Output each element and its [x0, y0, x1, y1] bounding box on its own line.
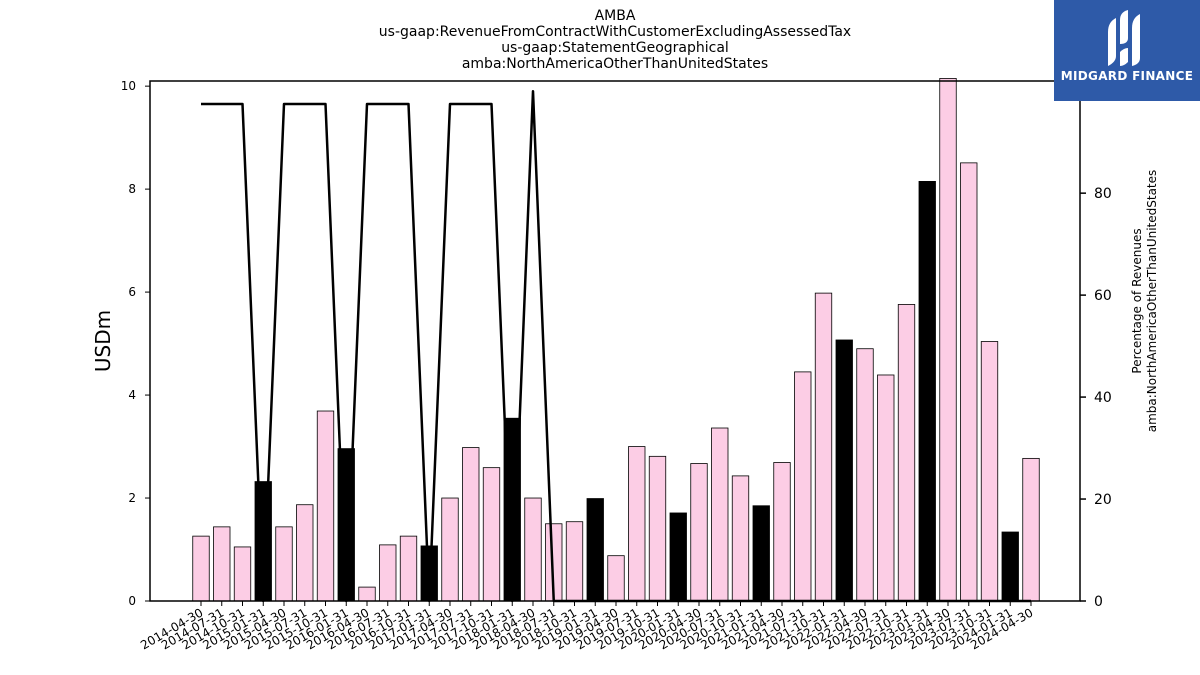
bar: [648, 455, 667, 602]
bar: [897, 304, 916, 602]
chart-title: AMBAus-gaap:RevenueFromContractWithCusto…: [379, 8, 851, 72]
logo-text: MIDGARD FINANCE: [1060, 69, 1194, 83]
bar: [628, 446, 646, 602]
bar: [960, 162, 978, 602]
title-line: us-gaap:RevenueFromContractWithCustomerE…: [379, 24, 851, 40]
y2-tick-label: 0: [1094, 594, 1103, 610]
bar: [213, 526, 231, 602]
bar-series: [192, 78, 1040, 602]
y-axis-right: 020406080100: [1080, 84, 1121, 610]
bar: [1001, 531, 1019, 602]
bar: [565, 521, 584, 602]
y-axis-label: USDm: [91, 310, 115, 372]
bar: [731, 475, 750, 602]
bar: [316, 410, 335, 602]
bar: [586, 498, 604, 602]
bar: [835, 339, 853, 602]
title-line: AMBA: [595, 8, 636, 24]
bar: [918, 180, 936, 602]
y2-tick-label: 60: [1094, 288, 1112, 304]
y-axis-left: 0 2 4 6 8 10: [121, 79, 150, 608]
y2-tick-label: 20: [1094, 492, 1112, 508]
bar: [773, 462, 791, 602]
bar: [192, 535, 210, 602]
y2-label-line: amba:NorthAmericaOtherThanUnitedStates: [1145, 170, 1159, 433]
y-tick-label: 0: [128, 594, 136, 608]
bar: [524, 497, 542, 602]
bar: [856, 348, 874, 602]
logo: MIDGARD FINANCE: [1054, 0, 1200, 101]
bar: [482, 467, 501, 602]
title-line: amba:NorthAmericaOtherThanUnitedStates: [462, 56, 768, 72]
bar: [669, 512, 687, 602]
bar: [980, 341, 999, 602]
bar: [358, 586, 376, 602]
bar: [690, 463, 708, 602]
y-tick-label: 4: [128, 388, 136, 402]
bar: [794, 371, 812, 602]
bar: [233, 546, 252, 602]
bar: [296, 504, 314, 602]
bar: [814, 292, 833, 602]
y2-tick-label: 80: [1094, 186, 1112, 202]
bar: [877, 374, 895, 602]
bar: [399, 535, 418, 602]
bar: [752, 505, 770, 602]
midgard-logo-icon: [1108, 10, 1140, 66]
x-axis: 2014-04-302014-07-312014-10-312015-01-31…: [138, 601, 1036, 652]
title-line: us-gaap:StatementGeographical: [501, 40, 729, 56]
y-tick-label: 8: [128, 182, 136, 196]
bar: [607, 555, 625, 602]
y2-axis-label: Percentage of Revenues amba:NorthAmericaO…: [1130, 170, 1159, 433]
y-tick-label: 10: [121, 79, 136, 93]
bar: [711, 427, 729, 602]
y2-tick-label: 40: [1094, 390, 1112, 406]
y-tick-label: 6: [128, 285, 136, 299]
bar: [275, 526, 293, 602]
bar: [441, 497, 459, 602]
bar: [462, 447, 480, 602]
bar: [1022, 457, 1040, 602]
y-tick-label: 2: [128, 491, 136, 505]
bar: [939, 78, 957, 602]
bar: [379, 544, 397, 602]
y2-label-line: Percentage of Revenues: [1130, 228, 1144, 373]
plot-frame: [149, 80, 1081, 602]
